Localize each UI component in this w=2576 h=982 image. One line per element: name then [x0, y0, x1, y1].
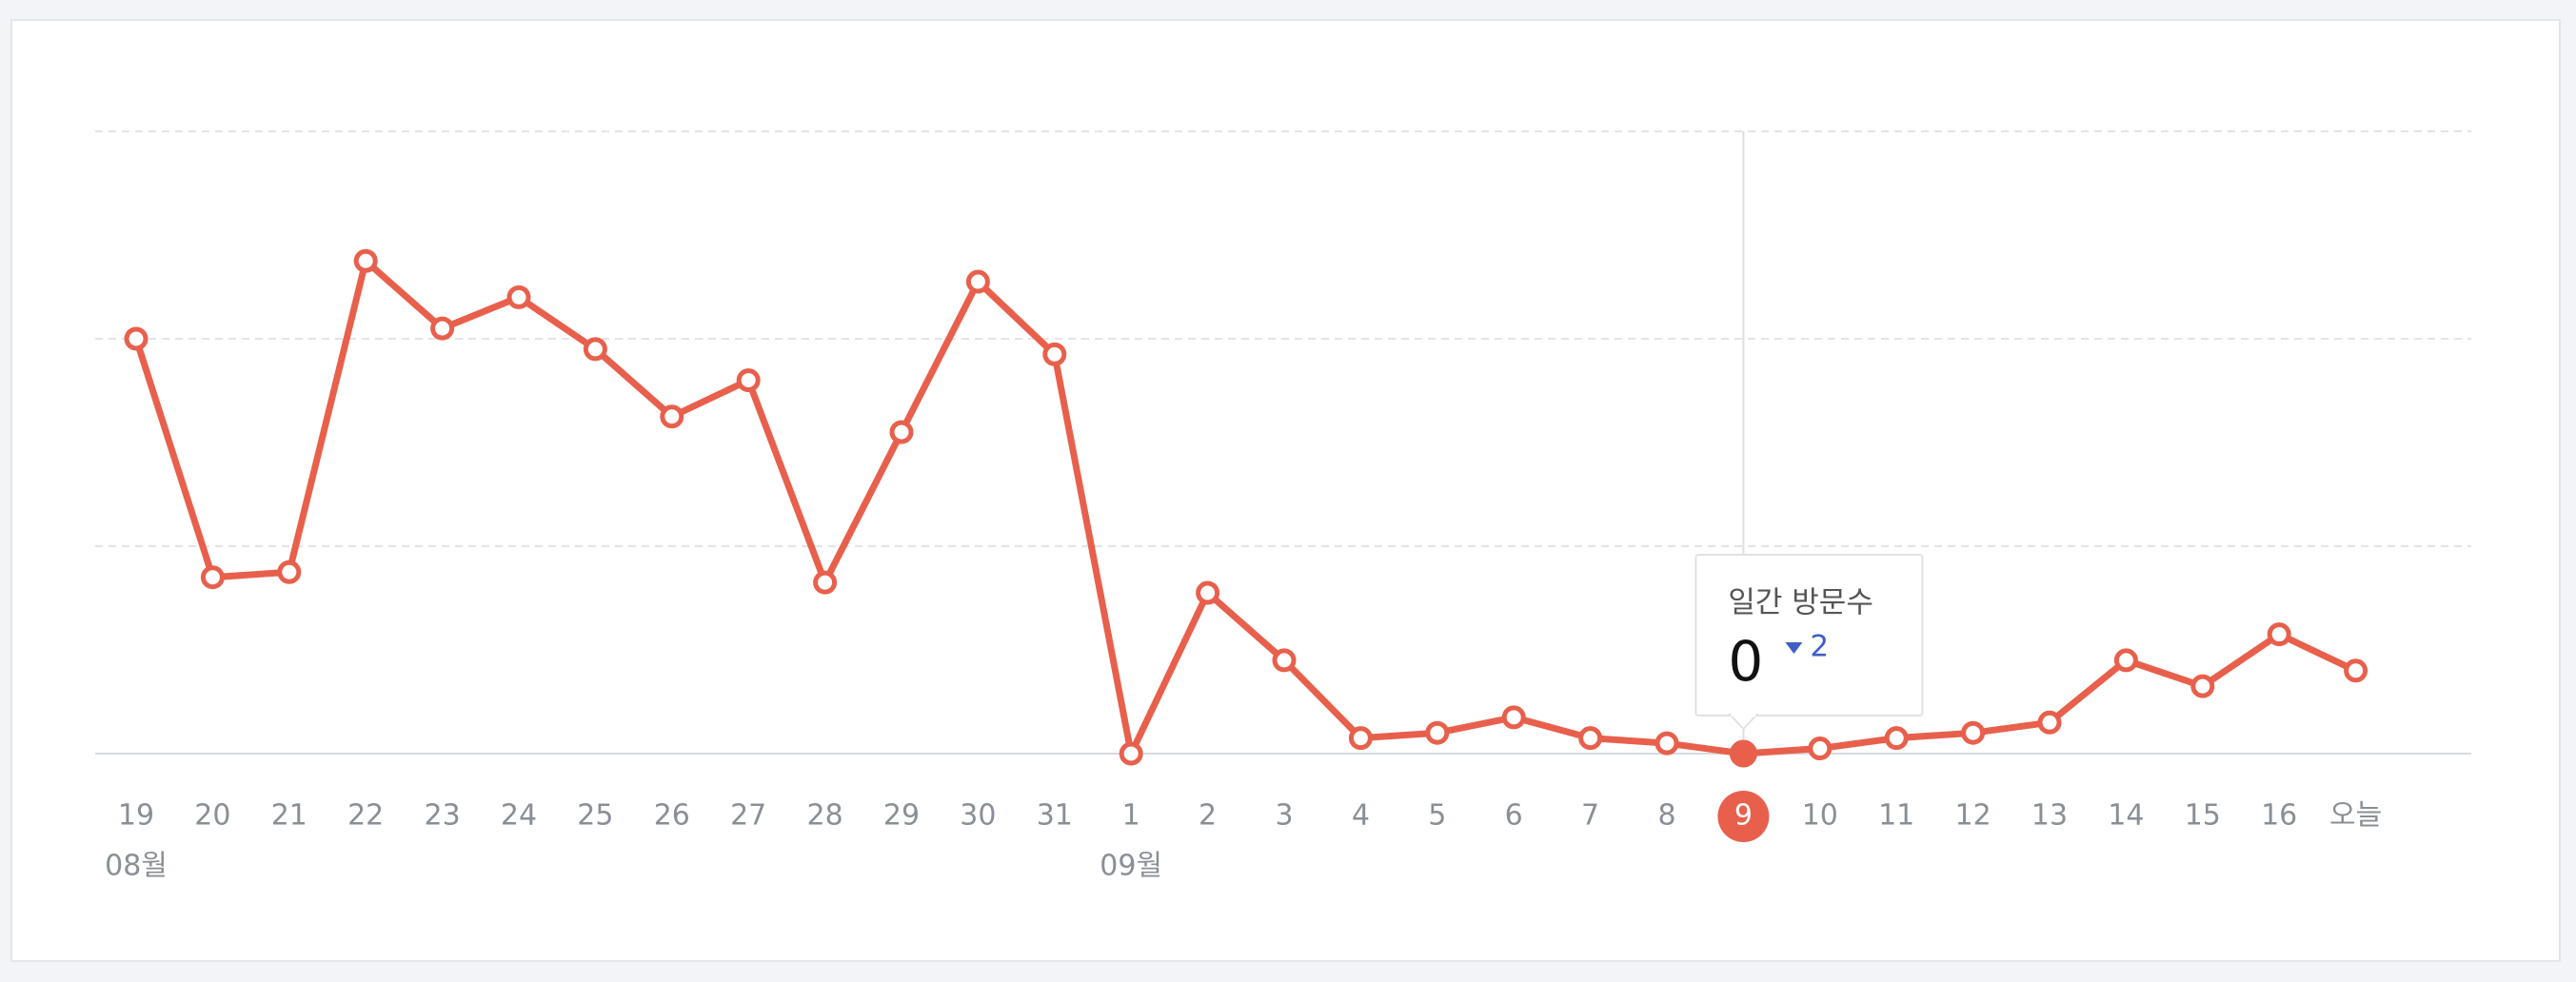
x-tick-label: 15 — [2185, 799, 2221, 833]
x-tick-label: 23 — [425, 799, 461, 833]
data-point[interactable] — [1119, 741, 1143, 766]
data-point[interactable] — [353, 248, 378, 273]
tooltip-box — [1694, 554, 1924, 717]
data-point[interactable] — [1884, 726, 1909, 751]
data-point[interactable] — [1348, 726, 1373, 751]
x-tick-label: 2 — [1199, 799, 1217, 833]
x-tick-label: 26 — [654, 799, 690, 833]
tooltip-change: 2 — [1810, 630, 1829, 664]
x-tick-label: 10 — [1802, 799, 1838, 833]
tooltip-title: 일간 방문수 — [1728, 586, 1873, 620]
data-point[interactable] — [1655, 731, 1679, 756]
data-point[interactable] — [2037, 710, 2062, 735]
tooltip-value: 0 — [1728, 629, 1763, 694]
data-point[interactable] — [736, 368, 761, 393]
x-tick-label: 13 — [2031, 799, 2068, 833]
x-tick-label: 5 — [1428, 799, 1446, 833]
x-tick-label: 28 — [807, 799, 843, 833]
card — [10, 19, 2561, 962]
data-point[interactable] — [965, 269, 990, 294]
data-point[interactable] — [277, 560, 302, 584]
x-tick-label: 6 — [1505, 799, 1523, 833]
x-tick-label: 21 — [271, 799, 307, 833]
data-point[interactable] — [660, 404, 684, 429]
data-point[interactable] — [813, 570, 838, 595]
data-point[interactable] — [889, 420, 914, 444]
data-point[interactable] — [2267, 622, 2291, 647]
data-point[interactable] — [2113, 648, 2138, 673]
data-point[interactable] — [1808, 736, 1833, 761]
data-point[interactable] — [1196, 580, 1220, 605]
data-point[interactable] — [200, 565, 225, 590]
data-point[interactable] — [1272, 648, 1297, 673]
month-label: 09월 — [1100, 850, 1162, 883]
selected-day-badge — [1717, 791, 1770, 842]
x-tick-label: 16 — [2261, 799, 2297, 833]
x-tick-label: 7 — [1581, 799, 1599, 833]
data-point[interactable] — [124, 326, 149, 351]
data-point[interactable] — [1578, 726, 1603, 751]
data-point[interactable] — [583, 337, 607, 362]
x-tick-label: 27 — [730, 799, 766, 833]
data-point[interactable] — [2190, 674, 2215, 698]
x-tick-label: 3 — [1275, 799, 1293, 833]
x-tick-label: 24 — [501, 799, 537, 833]
data-point[interactable] — [506, 285, 531, 309]
month-label: 08월 — [105, 850, 168, 883]
tooltip-arrow-cover — [1731, 713, 1756, 717]
x-tick-label: 30 — [960, 799, 996, 833]
x-tick-label: 31 — [1037, 799, 1073, 833]
x-tick-label: 19 — [118, 799, 154, 833]
x-tick-label: 29 — [883, 799, 920, 833]
data-point[interactable] — [2344, 658, 2368, 683]
x-tick-label: 8 — [1657, 799, 1675, 833]
data-point[interactable] — [1042, 342, 1067, 366]
x-tick-label: 20 — [194, 799, 230, 833]
data-point[interactable] — [1501, 705, 1526, 730]
x-tick-label: 4 — [1352, 799, 1370, 833]
x-tick-label: 오늘 — [2329, 799, 2382, 833]
data-point[interactable] — [1425, 720, 1450, 745]
data-point[interactable] — [1961, 720, 1986, 745]
data-line — [132, 257, 2358, 757]
x-tick-label: 9 — [1734, 799, 1753, 833]
x-tick-label: 11 — [1878, 799, 1914, 833]
change-indicator — [1785, 642, 1803, 654]
x-tick-label: 25 — [577, 799, 613, 833]
data-point[interactable] — [1729, 739, 1757, 768]
x-tick-label: 12 — [1955, 799, 1991, 833]
x-tick-label: 1 — [1122, 799, 1140, 833]
x-tick-label: 14 — [2108, 799, 2144, 833]
x-tick-label: 22 — [347, 799, 384, 833]
data-point[interactable] — [430, 316, 455, 341]
